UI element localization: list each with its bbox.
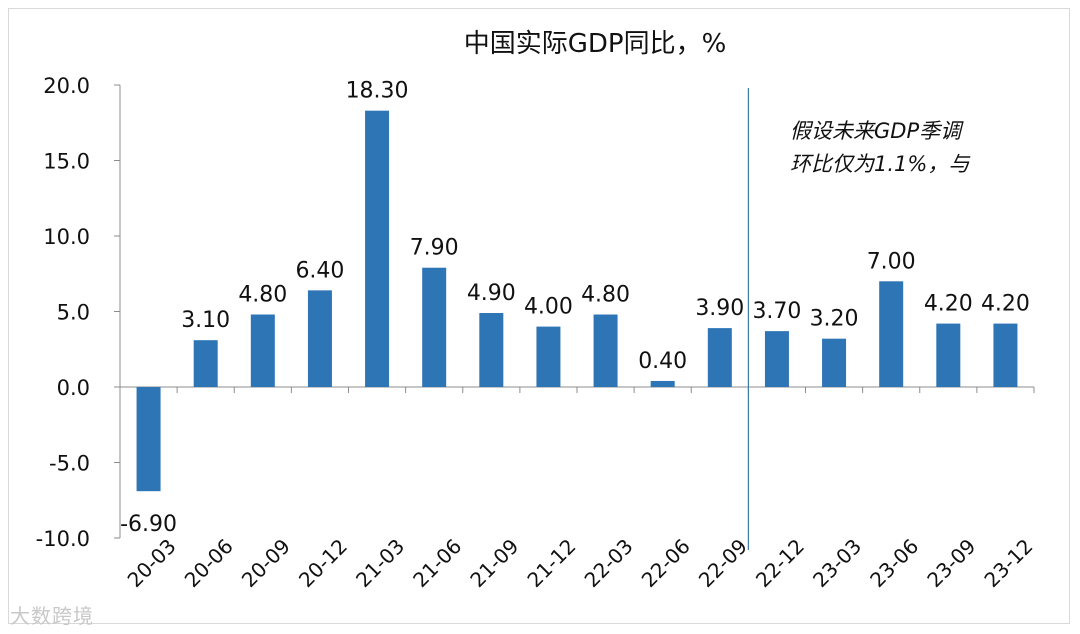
data-label: 4.80 — [581, 283, 630, 308]
bar — [307, 290, 332, 387]
bar — [936, 323, 961, 387]
annotation-text: 环比仅为1.1%，与 — [790, 152, 971, 176]
bar — [365, 110, 390, 388]
watermark: 大数跨境 — [10, 604, 94, 628]
data-label: 3.20 — [810, 307, 859, 332]
data-label: 3.70 — [752, 299, 801, 324]
x-tick-label: 21-03 — [351, 534, 409, 592]
bar — [879, 281, 904, 387]
data-label: 4.20 — [924, 292, 973, 317]
bar — [479, 313, 504, 387]
y-tick-label: 5.0 — [57, 301, 90, 325]
bar — [764, 331, 789, 387]
data-label: 18.30 — [346, 79, 409, 104]
chart-frame — [8, 8, 1070, 624]
x-tick-label: 20-12 — [294, 534, 352, 592]
x-tick-label: 21-06 — [408, 534, 466, 592]
bar — [250, 314, 275, 387]
y-tick-label: -10.0 — [36, 527, 90, 551]
data-label: 0.40 — [638, 349, 687, 374]
y-tick-label: 10.0 — [43, 225, 90, 249]
chart-title: 中国实际GDP同比，% — [464, 29, 727, 59]
bar — [650, 380, 675, 387]
x-tick-label: 23-09 — [922, 534, 980, 592]
annotation-text: 假设未来GDP季调 — [790, 119, 964, 143]
bar — [193, 340, 218, 387]
data-label: 4.90 — [467, 281, 516, 306]
x-tick-label: 23-03 — [808, 534, 866, 592]
y-tick-label: -5.0 — [49, 452, 90, 476]
x-tick-label: 22-12 — [751, 534, 809, 592]
data-label: -6.90 — [120, 512, 177, 537]
y-tick-label: 0.0 — [57, 376, 90, 400]
bar — [136, 387, 161, 492]
bar — [707, 328, 732, 387]
bar — [822, 338, 847, 387]
data-label: 3.90 — [695, 296, 744, 321]
x-tick-label: 20-06 — [180, 534, 238, 592]
x-tick-label: 21-12 — [522, 534, 580, 592]
data-label: 7.90 — [410, 236, 459, 261]
x-tick-label: 23-12 — [979, 534, 1037, 592]
x-tick-label: 20-03 — [123, 534, 181, 592]
data-label: 4.00 — [524, 295, 573, 320]
data-label: 7.00 — [867, 249, 916, 274]
bar — [422, 267, 447, 387]
x-tick-label: 22-06 — [637, 534, 695, 592]
y-tick-label: 15.0 — [43, 150, 90, 174]
data-label: 4.80 — [238, 283, 287, 308]
data-label: 4.20 — [981, 292, 1030, 317]
data-label: 3.10 — [181, 308, 230, 333]
bar — [536, 326, 561, 387]
x-tick-label: 22-09 — [694, 534, 752, 592]
data-label: 6.40 — [295, 258, 344, 283]
bar — [993, 323, 1018, 387]
y-tick-label: 20.0 — [43, 74, 90, 98]
x-tick-label: 21-09 — [465, 534, 523, 592]
bar — [593, 314, 618, 387]
x-tick-label: 20-09 — [237, 534, 295, 592]
x-tick-label: 22-03 — [580, 534, 638, 592]
x-tick-label: 23-06 — [865, 534, 923, 592]
